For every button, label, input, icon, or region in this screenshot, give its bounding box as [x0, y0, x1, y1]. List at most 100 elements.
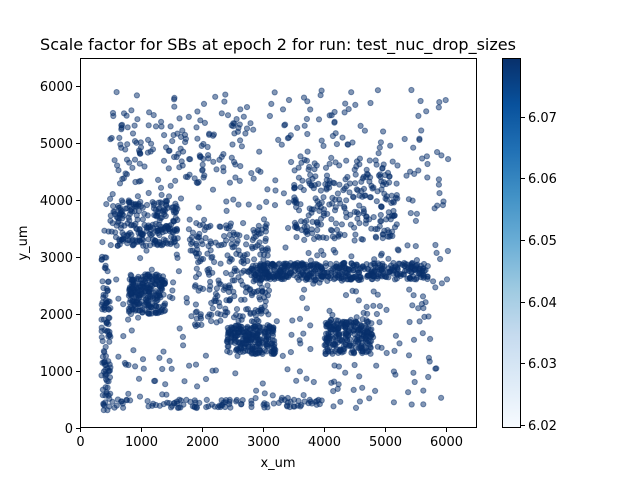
scatter-point: [373, 161, 380, 168]
scatter-point: [158, 191, 165, 198]
scatter-point: [145, 122, 152, 129]
scatter-point: [123, 171, 131, 178]
scatter-point: [233, 311, 240, 318]
scatter-point: [169, 295, 176, 302]
x-tick-label: 0: [76, 435, 84, 450]
scatter-point: [120, 333, 127, 340]
scatter-point: [335, 324, 342, 331]
scatter-point: [179, 333, 186, 340]
scatter-point: [120, 231, 128, 239]
scatter-point: [297, 153, 304, 160]
scatter-point: [424, 174, 431, 181]
scatter-point: [328, 216, 335, 223]
scatter-point: [352, 101, 359, 109]
x-tick-label: 5000: [369, 435, 402, 450]
scatter-point: [162, 381, 169, 388]
scatter-point: [365, 272, 372, 279]
scatter-point: [339, 134, 346, 141]
scatter-point: [304, 98, 311, 105]
scatter-point: [145, 189, 152, 197]
scatter-point: [351, 237, 358, 244]
scatter-point: [423, 108, 430, 115]
scatter-point: [341, 185, 348, 192]
scatter-point: [268, 344, 275, 351]
scatter-point: [331, 180, 338, 187]
scatter-point: [294, 259, 301, 267]
scatter-point: [436, 99, 443, 106]
scatter-point: [296, 315, 304, 322]
scatter-point: [311, 235, 318, 243]
scatter-point: [126, 199, 133, 206]
scatter-point: [374, 87, 381, 94]
scatter-point: [261, 404, 268, 411]
scatter-point: [119, 400, 126, 407]
scatter-point: [406, 275, 413, 282]
scatter-point: [302, 276, 309, 283]
scatter-point: [139, 216, 146, 223]
scatter-point: [151, 280, 158, 287]
scatter-point: [243, 104, 251, 111]
scatter-point: [144, 398, 151, 405]
scatter-point: [360, 208, 368, 215]
scatter-point: [237, 137, 244, 144]
scatter-point: [310, 185, 317, 192]
scatter-point: [342, 369, 349, 376]
scatter-point: [217, 223, 224, 230]
scatter-point: [232, 174, 239, 181]
scatter-point: [225, 288, 232, 295]
scatter-point: [312, 398, 319, 405]
scatter-point: [137, 144, 145, 151]
scatter-point: [105, 321, 112, 328]
scatter-point: [119, 175, 126, 182]
scatter-point: [247, 310, 254, 317]
scatter-point: [392, 332, 399, 339]
scatter-point: [394, 162, 401, 169]
scatter-point: [160, 157, 168, 164]
scatter-point: [267, 268, 274, 275]
scatter-point: [389, 232, 396, 240]
scatter-point: [307, 171, 314, 179]
scatter-point: [208, 299, 215, 307]
scatter-point: [191, 404, 198, 411]
scatter-point: [181, 131, 189, 138]
scatter-point: [273, 273, 280, 280]
scatter-point: [239, 313, 246, 320]
colorbar-tick-label: 6.07: [528, 111, 557, 126]
scatter-point: [300, 94, 308, 101]
scatter-point: [372, 233, 379, 240]
scatter-point: [378, 265, 385, 272]
scatter-point: [127, 229, 134, 236]
scatter-point: [261, 390, 268, 397]
scatter-point: [217, 311, 224, 318]
scatter-point: [303, 227, 310, 234]
scatter-point: [145, 236, 152, 243]
scatter-point: [201, 226, 208, 234]
scatter-point: [167, 123, 174, 130]
scatter-point: [157, 287, 164, 294]
scatter-point: [287, 349, 294, 356]
scatter-point: [334, 190, 341, 197]
scatter-point: [328, 112, 335, 119]
scatter-point: [158, 242, 166, 249]
scatter-point: [218, 110, 225, 117]
scatter-point: [280, 190, 287, 197]
y-tick-label: 3000: [40, 251, 73, 266]
scatter-point: [279, 106, 287, 113]
scatter-point: [320, 142, 327, 149]
scatter-point: [377, 211, 384, 219]
scatter-point: [181, 378, 188, 385]
scatter-point: [409, 197, 416, 204]
scatter-point: [348, 89, 355, 96]
scatter-point: [279, 352, 286, 359]
scatter-point: [139, 356, 147, 363]
scatter-point: [195, 204, 202, 211]
scatter-point: [221, 233, 228, 240]
scatter-point: [212, 295, 219, 302]
scatter-point: [283, 260, 290, 267]
scatter-point: [347, 276, 354, 283]
scatter-point: [160, 236, 167, 243]
scatter-point: [151, 240, 158, 247]
scatter-point: [306, 180, 313, 187]
scatter-point: [172, 177, 179, 184]
scatter-point: [343, 197, 350, 204]
